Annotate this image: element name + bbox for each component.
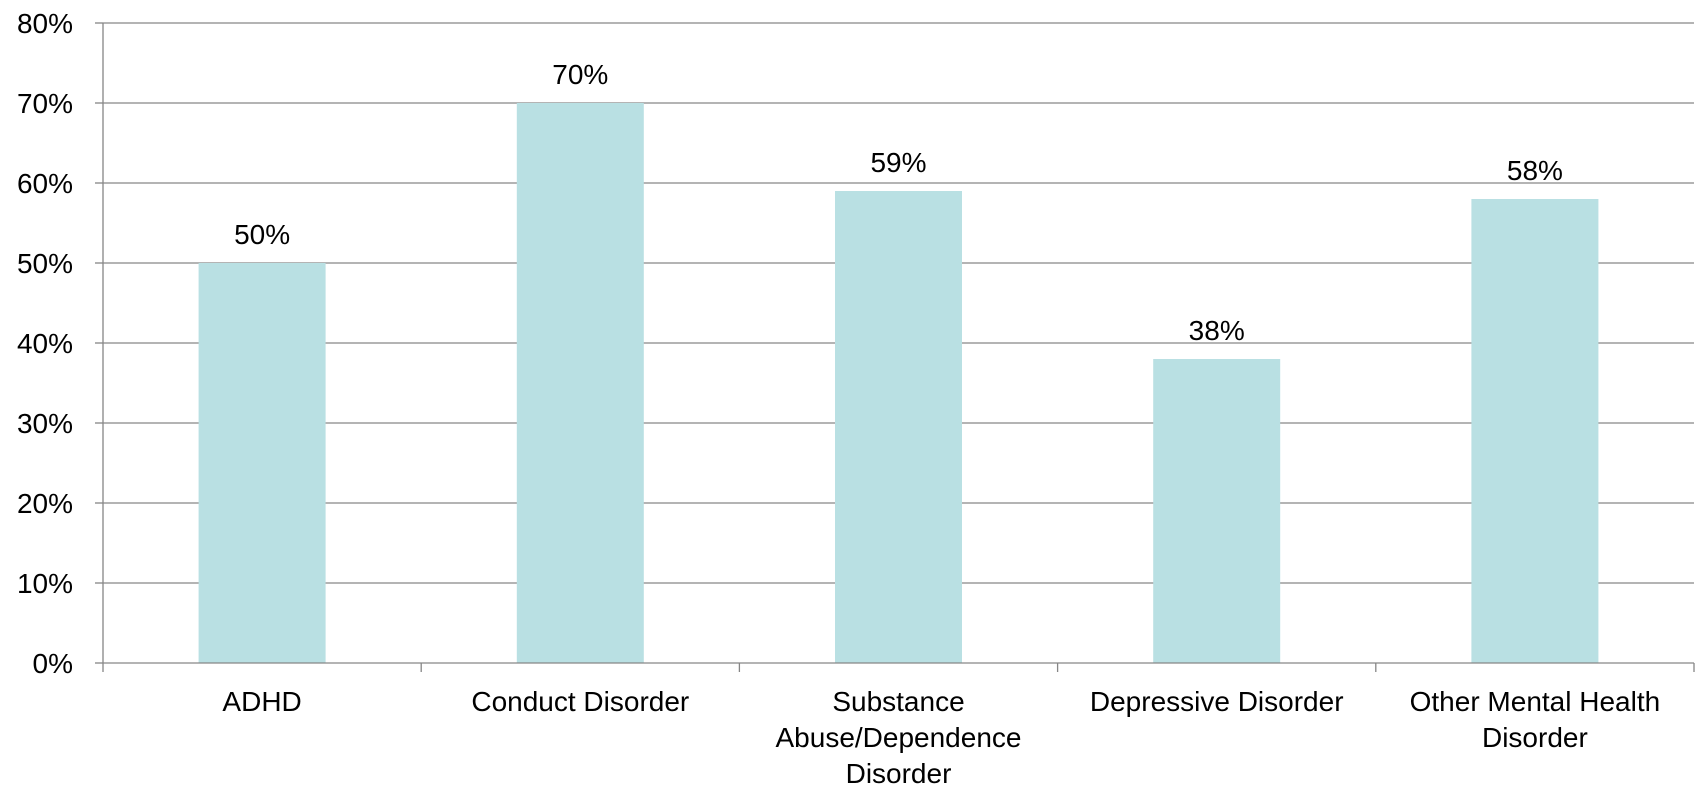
y-tick-label: 30% — [17, 408, 73, 439]
x-category-label: Depressive Disorder — [1090, 686, 1344, 717]
bar — [835, 191, 962, 663]
y-tick-label: 20% — [17, 488, 73, 519]
y-tick-label: 70% — [17, 88, 73, 119]
data-labels: 50% 70% 59% 38% 58% — [234, 59, 1563, 346]
x-category-label: ADHD — [222, 686, 301, 717]
x-axis-category-labels: ADHD Conduct Disorder Substance Abuse/Depen… — [222, 686, 1660, 786]
y-tick-label: 40% — [17, 328, 73, 359]
y-tick-label: 0% — [33, 648, 73, 679]
data-label: 38% — [1189, 315, 1245, 346]
data-label: 50% — [234, 219, 290, 250]
data-label: 58% — [1507, 155, 1563, 186]
y-tick-label: 60% — [17, 168, 73, 199]
y-tick-label: 50% — [17, 248, 73, 279]
y-tick-label: 10% — [17, 568, 73, 599]
y-tick-label: 80% — [17, 8, 73, 39]
x-category-label: Substance Abuse/Dependence Disorder — [776, 686, 1022, 786]
bar — [1471, 199, 1599, 663]
bar — [1153, 359, 1281, 663]
x-category-label: Other Mental Health Disorder — [1410, 686, 1661, 753]
data-label: 59% — [870, 147, 926, 178]
bars — [198, 103, 1599, 663]
bar — [198, 263, 326, 663]
axes — [95, 22, 1695, 672]
data-label: 70% — [552, 59, 608, 90]
y-axis-tick-labels: 0% 10% 20% 30% 40% 50% 60% 70% 80% — [17, 8, 73, 679]
x-category-label: Conduct Disorder — [471, 686, 689, 717]
bar — [516, 103, 644, 663]
